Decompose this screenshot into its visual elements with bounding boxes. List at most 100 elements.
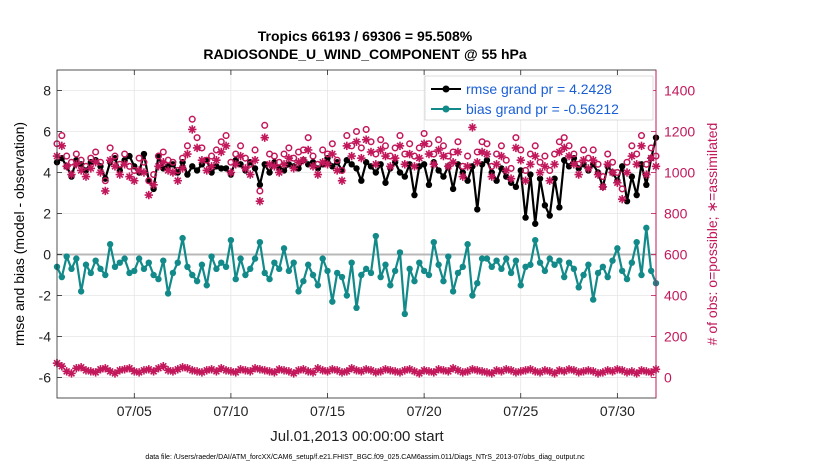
assimilated-marker: [236, 151, 245, 161]
data-point: [609, 257, 616, 264]
assimilated-marker: [506, 174, 516, 183]
data-point: [527, 261, 534, 268]
data-point: [638, 161, 645, 168]
possible-marker: [343, 132, 351, 140]
data-point: [565, 259, 573, 266]
data-point: [77, 288, 85, 295]
assimilated-marker: [560, 143, 569, 153]
data-point: [290, 259, 297, 266]
possible-marker: [77, 156, 85, 164]
assimilated-marker: [482, 149, 492, 159]
data-point: [348, 161, 355, 168]
data-point: [237, 255, 244, 262]
data-point: [145, 259, 152, 266]
x-axis-label: Jul.01,2013 00:00:00 start: [270, 428, 444, 445]
data-point: [628, 259, 636, 266]
data-point: [643, 181, 650, 188]
data-point: [372, 232, 380, 240]
assimilated-marker: [332, 166, 342, 175]
data-point: [416, 163, 423, 170]
possible-marker: [377, 136, 385, 144]
data-point: [97, 265, 104, 273]
assimilated-marker: [497, 151, 506, 161]
data-point: [512, 183, 520, 191]
data-point: [266, 169, 273, 176]
assimilated-marker: [255, 197, 265, 206]
y2-tick-label: 200: [664, 329, 688, 345]
data-point: [367, 269, 375, 277]
assimilated-marker: [241, 164, 250, 173]
possible-marker: [531, 142, 539, 150]
data-point: [532, 220, 539, 227]
possible-marker: [270, 152, 278, 160]
assimilated-marker: [221, 141, 231, 151]
data-point: [647, 267, 655, 275]
possible-marker: [251, 146, 259, 154]
data-point: [314, 282, 322, 289]
assimilated-marker: [96, 168, 105, 177]
assimilated-marker: [91, 158, 100, 167]
assimilated-marker: [207, 162, 216, 171]
y-axis-label: rmse and bias (model - observation): [11, 122, 27, 346]
data-point: [604, 273, 611, 281]
data-point: [131, 267, 138, 275]
possible-marker: [58, 132, 66, 140]
assimilated-marker: [540, 162, 550, 171]
data-point: [218, 259, 225, 266]
data-point: [478, 255, 486, 262]
possible-marker: [589, 146, 597, 154]
assimilated-marker: [608, 168, 617, 177]
y-tick-label: 4: [43, 165, 51, 181]
data-point: [68, 265, 75, 273]
data-point: [324, 267, 331, 275]
data-point: [164, 290, 172, 297]
data-point: [232, 275, 239, 283]
assimilated-marker: [72, 160, 81, 169]
data-point: [140, 150, 148, 158]
possible-marker: [280, 150, 288, 158]
possible-marker: [623, 158, 631, 166]
assimilated-marker: [328, 149, 337, 159]
assimilated-marker: [550, 160, 559, 169]
possible-marker: [502, 156, 510, 164]
assimilated-marker: [521, 176, 530, 185]
assimilated-marker: [323, 160, 332, 169]
series-assimilated: [52, 123, 661, 206]
chart-title: Tropics 66193 / 69306 = 95.508%: [258, 28, 473, 44]
assimilated-marker: [246, 170, 255, 179]
assimilated-marker: [260, 366, 269, 375]
assimilated-marker: [487, 172, 496, 181]
data-point: [189, 271, 196, 279]
y2-tick-label: 400: [664, 288, 688, 304]
assimilated-marker: [361, 135, 371, 144]
assimilated-marker: [627, 151, 637, 161]
assimilated-marker: [502, 166, 511, 175]
assimilated-marker: [386, 162, 395, 171]
data-point: [541, 202, 549, 209]
assimilated-marker: [642, 170, 651, 179]
data-point: [304, 261, 312, 268]
chart-subtitle: RADIOSONDE_U_WIND_COMPONENT @ 55 hPa: [203, 46, 526, 62]
possible-marker: [256, 187, 264, 195]
assimilated-marker: [371, 160, 381, 169]
assimilated-marker: [357, 153, 366, 163]
assimilated-marker: [646, 368, 656, 377]
data-point: [256, 239, 264, 246]
assimilated-marker: [400, 160, 410, 169]
data-point: [362, 265, 370, 273]
assimilated-marker: [279, 160, 289, 169]
data-point: [256, 181, 264, 188]
data-point: [643, 224, 650, 232]
data-point: [261, 269, 268, 277]
data-point: [401, 173, 409, 180]
assimilated-marker: [376, 145, 385, 155]
y2-tick-label: 1200: [664, 124, 695, 140]
legend-rmse-label: rmse grand pr = 4.2428: [466, 81, 612, 97]
possible-marker: [522, 166, 530, 174]
data-point: [440, 173, 447, 180]
possible-marker: [101, 177, 109, 185]
assimilated-marker: [120, 160, 129, 169]
possible-marker: [261, 121, 269, 129]
assimilated-marker: [415, 153, 424, 163]
possible-marker: [246, 160, 254, 168]
